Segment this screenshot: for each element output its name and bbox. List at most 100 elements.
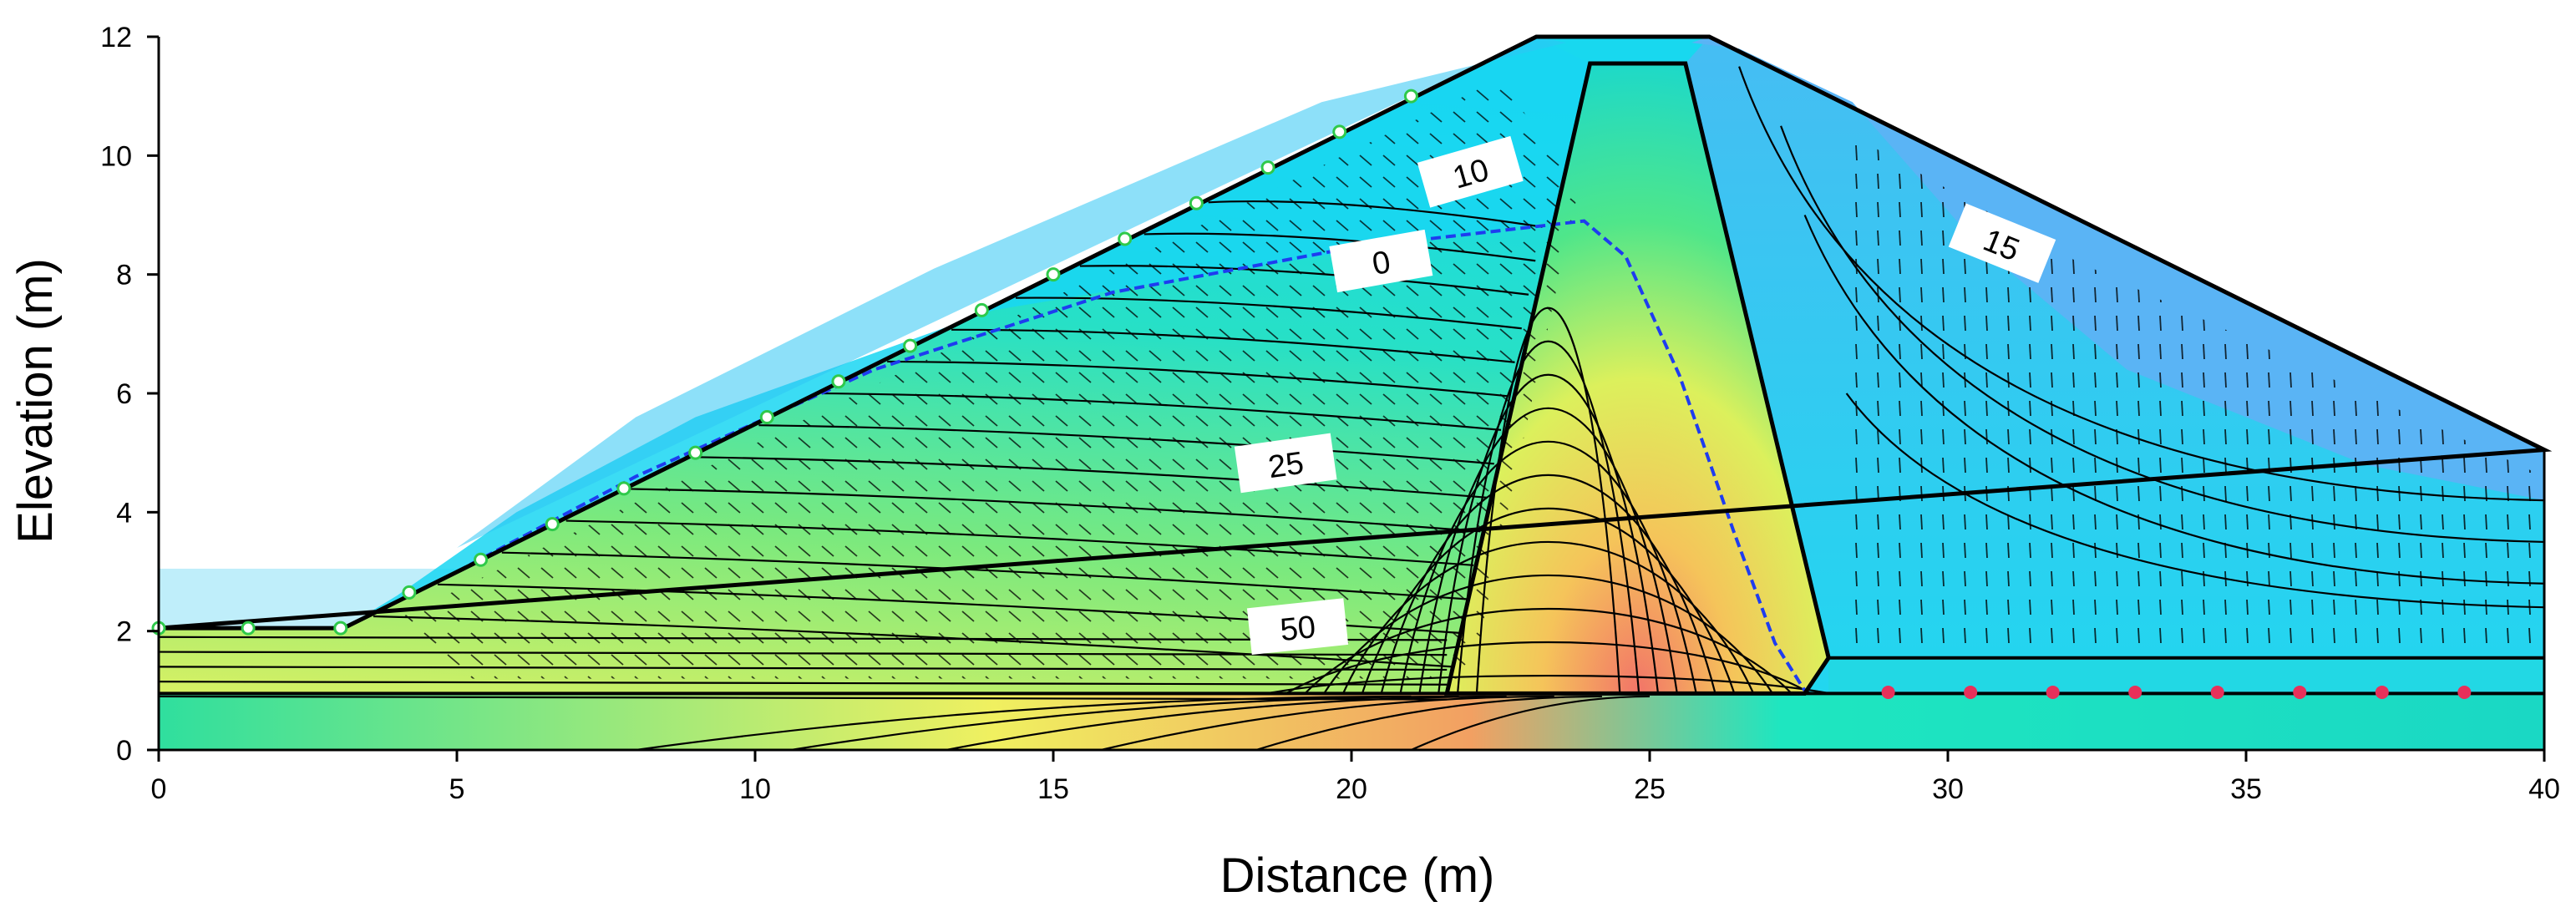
contour-labels: 10 0 25 50 15 — [1234, 135, 2056, 656]
boundary-marker — [1881, 685, 1895, 699]
downstream-filter — [1828, 657, 2544, 694]
core-equipotential-line — [1438, 373, 1660, 694]
x-tick-label: 40 — [2528, 773, 2560, 805]
clay-core — [1447, 63, 1829, 694]
boundary-marker — [2128, 685, 2142, 699]
y-axis-ticks: 0 2 4 6 8 10 12 — [100, 22, 159, 767]
boundary-marker — [688, 445, 703, 460]
foundation-contour — [1255, 695, 1602, 752]
equipotential-line — [823, 392, 1502, 431]
foundation-contour — [790, 695, 1459, 752]
contour-label: 0 — [1329, 229, 1433, 293]
foundation-layer — [159, 693, 2544, 750]
core-equipotential-line — [1380, 474, 1716, 694]
boundary-marker — [903, 338, 918, 353]
boundary-marker — [333, 621, 348, 636]
equipotential-line — [1208, 200, 1543, 228]
x-tick-label: 20 — [1336, 773, 1367, 805]
equipotential-line — [630, 488, 1481, 533]
contour-label-box — [1329, 229, 1433, 293]
contour-label-box — [1234, 433, 1337, 494]
downstream-contour — [1738, 66, 2545, 502]
core-equipotential-line — [1266, 674, 1830, 695]
foundation-contour — [636, 695, 1412, 752]
foundation-contour — [946, 695, 1507, 752]
contour-label-text: 25 — [1266, 446, 1306, 485]
y-tick-label: 2 — [116, 616, 132, 648]
core-equipotential-line — [1323, 574, 1774, 694]
boundary-marker — [831, 374, 846, 389]
equipotential-line — [565, 519, 1474, 566]
boundary-marker — [1260, 160, 1275, 175]
y-tick-label: 4 — [116, 497, 132, 529]
equipotential-line — [373, 615, 1453, 668]
equipotential-line — [887, 360, 1509, 398]
boundary-marker — [2046, 685, 2060, 699]
boundary-marker — [616, 481, 631, 496]
y-tick-label: 8 — [116, 260, 132, 291]
downstream-boundary-markers — [1881, 685, 2472, 699]
upstream-velocity-vectors — [397, 78, 1579, 679]
foundation-contour — [1410, 695, 1651, 752]
x-axis-ticks: 0 5 10 15 20 25 30 35 40 — [151, 750, 2560, 805]
x-tick-label: 5 — [449, 773, 465, 805]
core-equipotential-line — [1304, 608, 1793, 695]
equipotential-line — [1143, 232, 1536, 262]
boundary-marker — [1403, 89, 1418, 104]
axes: 0 5 10 15 20 25 30 35 40 0 2 4 6 8 10 12 — [100, 22, 2560, 805]
contour-label-box — [1417, 135, 1524, 208]
core-equipotential-line — [1285, 641, 1812, 695]
contour-label: 15 — [1948, 203, 2056, 283]
x-tick-label: 30 — [1932, 773, 1964, 805]
equipotential-line — [951, 328, 1515, 363]
boundary-marker — [474, 552, 489, 567]
core-equipotential-line — [1341, 541, 1755, 694]
x-axis-title: Distance (m) — [1220, 849, 1495, 903]
contour-label: 10 — [1417, 135, 1524, 208]
boundary-marker — [2293, 685, 2307, 699]
x-tick-label: 35 — [2230, 773, 2262, 805]
contour-label-box — [1948, 203, 2056, 283]
equipotential-line — [158, 636, 1448, 641]
boundary-marker — [241, 621, 256, 636]
y-tick-label: 0 — [116, 735, 132, 767]
contour-label-box — [1246, 598, 1349, 656]
contour-label-text: 50 — [1279, 610, 1317, 648]
downstream-contour — [1845, 393, 2545, 609]
y-tick-label: 12 — [100, 22, 132, 53]
boundary-marker — [545, 517, 560, 532]
boundary-marker — [1964, 685, 1978, 699]
plot-area — [151, 34, 2553, 752]
dam-outline — [158, 34, 2553, 631]
equipotential-line — [694, 456, 1488, 499]
x-tick-label: 10 — [739, 773, 771, 805]
boundary-marker — [974, 302, 989, 317]
boundary-marker — [2457, 685, 2472, 699]
foundation-contour — [1100, 695, 1554, 752]
boundary-marker — [759, 409, 774, 424]
contour-label: 25 — [1234, 433, 1337, 494]
equipotential-line — [158, 681, 1448, 686]
boundary-marker — [1332, 124, 1347, 139]
y-tick-label: 10 — [100, 140, 132, 172]
boundary-marker — [2375, 685, 2389, 699]
downstream-contour — [1780, 125, 2545, 544]
equipotential-line — [158, 666, 1448, 671]
upstream-boundary-markers — [151, 89, 1418, 636]
downstream-velocity-vectors — [1846, 131, 2544, 649]
x-tick-label: 0 — [151, 773, 167, 805]
y-axis-title: Elevation (m) — [8, 258, 63, 544]
core-equipotential-line — [1399, 440, 1697, 694]
x-tick-label: 15 — [1037, 773, 1069, 805]
upstream-unsaturated-zone — [343, 37, 1590, 629]
boundary-marker — [1046, 267, 1061, 282]
equipotential-line — [1079, 265, 1529, 296]
equipotential-line — [158, 651, 1448, 656]
boundary-marker — [1189, 195, 1204, 210]
equipotential-lines — [158, 66, 2545, 752]
boundary-marker — [1118, 231, 1133, 246]
core-equipotential-line — [1475, 306, 1621, 694]
boundary-marker — [402, 585, 417, 600]
x-tick-label: 25 — [1634, 773, 1666, 805]
